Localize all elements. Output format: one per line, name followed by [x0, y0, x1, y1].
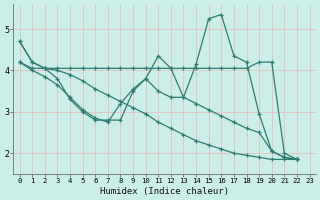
X-axis label: Humidex (Indice chaleur): Humidex (Indice chaleur)	[100, 187, 229, 196]
